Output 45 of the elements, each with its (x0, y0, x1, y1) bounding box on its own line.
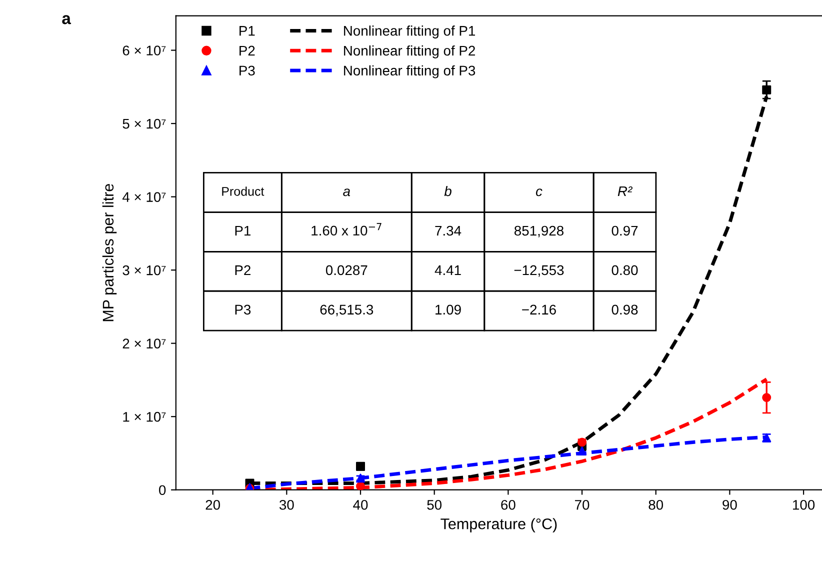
x-tick-label: 60 (501, 500, 516, 510)
x-tick-label: 80 (648, 500, 664, 510)
y-tick-label: 0 (159, 485, 166, 496)
annotation: 0.98 (612, 304, 638, 315)
x-tick-label: 20 (206, 500, 220, 510)
annotation: 4.41 (434, 265, 461, 275)
annotation: 851,928 (514, 226, 564, 238)
annotation: 0.80 (612, 265, 638, 276)
y-tick-label: 1 × 10⁷ (123, 412, 166, 422)
annotation: 1.60 x 10$^{−7}$ (312, 223, 382, 236)
annotation: R² (618, 186, 632, 196)
legend-label: Nonlinear fitting of P1 (344, 26, 476, 38)
annotation: P1 (235, 226, 250, 236)
annotation: −12,553 (514, 265, 564, 277)
legend-label: P3 (240, 66, 255, 76)
legend-label: Nonlinear fitting of P3 (344, 65, 476, 78)
y-tick-label: 6 × 10⁷ (122, 46, 166, 56)
annotation: a (343, 188, 350, 196)
annotation: 0.97 (612, 226, 638, 236)
x-tick-label: 90 (722, 500, 737, 510)
annotation: P3 (235, 304, 251, 315)
y-tick-label: 5 × 10⁷ (122, 118, 166, 129)
legend-label: Nonlinear fitting of P2 (344, 45, 475, 58)
y-tick-label: 4 × 10⁷ (122, 192, 166, 202)
annotation: 1.09 (436, 304, 461, 315)
annotation: 0.0287 (326, 265, 368, 276)
x-tick-label: 50 (427, 500, 442, 510)
annotation: c (536, 188, 542, 196)
x-axis-title: Temperature (°C) (440, 518, 557, 532)
legend-label: P1 (240, 26, 255, 36)
annotation: b (444, 186, 452, 196)
x-tick-label: 30 (279, 500, 294, 510)
y-tick-label: 3 × 10⁷ (122, 265, 166, 276)
annotation: P2 (235, 265, 250, 275)
annotation: 66,515.3 (320, 304, 374, 316)
x-tick-label: 40 (353, 500, 368, 510)
annotation: Product (222, 186, 264, 196)
y-axis-title: MP particles per litre (102, 184, 117, 322)
annotation: 7.34 (435, 226, 462, 236)
y-tick-label: 2 × 10⁷ (122, 338, 166, 348)
x-tick-label: 100 (793, 500, 815, 510)
x-tick-label: 70 (575, 500, 590, 510)
annotation: −2.16 (522, 304, 556, 315)
text: a (62, 15, 72, 24)
legend-label: P2 (240, 46, 255, 56)
